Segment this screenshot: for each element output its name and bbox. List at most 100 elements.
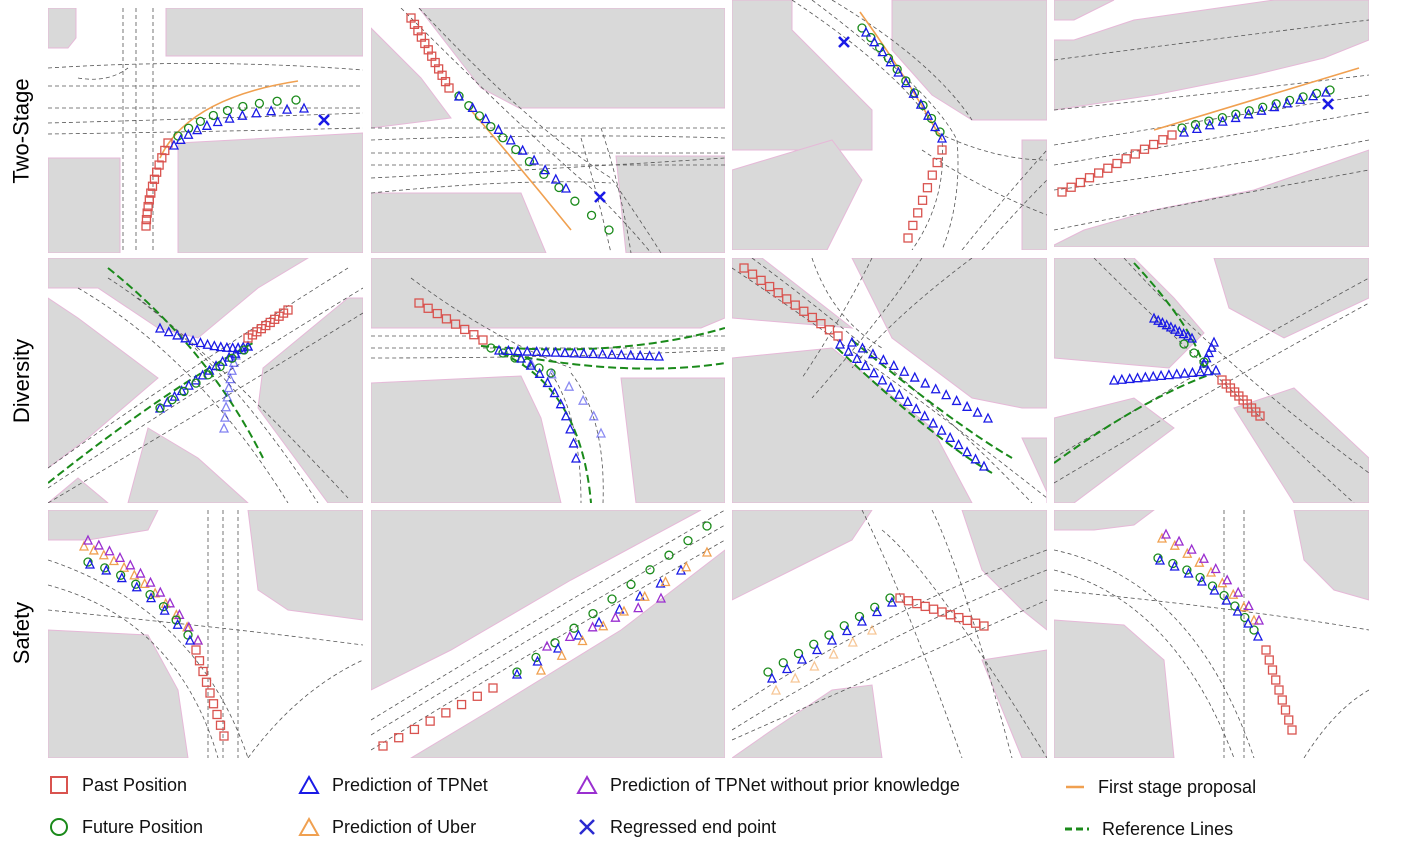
lane-centerline [48, 63, 363, 71]
legend-prediction-uber: Prediction of Uber [298, 816, 476, 838]
tpnet-prediction-marker [902, 395, 913, 407]
tpnet-prediction-marker [945, 431, 956, 442]
tpnet-prediction-marker [1209, 584, 1220, 595]
lane-centerline [732, 267, 1047, 499]
tpnet-prediction-marker [116, 572, 127, 583]
future-position-marker [191, 378, 201, 388]
first-stage-proposal [159, 80, 299, 159]
no-prior-prediction-marker [82, 534, 94, 545]
legend-regressed-end-point: Regressed end point [576, 816, 776, 838]
tpnet-prediction-marker [826, 634, 838, 645]
past-position-marker [1066, 182, 1076, 192]
lane-centerline [371, 181, 612, 194]
scene-svg [1054, 258, 1369, 503]
tpnet-prediction-marker [172, 618, 183, 629]
future-position-marker [238, 101, 248, 112]
future-position-marker [554, 182, 564, 193]
future-position-marker [664, 550, 674, 560]
future-position-marker [486, 121, 496, 132]
tpnet-prediction-marker [1163, 369, 1174, 380]
lane-centerline [1303, 689, 1369, 758]
regressed-end-point-marker [838, 36, 850, 48]
tpnet-prediction-marker [878, 354, 889, 365]
past-position-marker [414, 298, 424, 308]
tpnet-prediction-marker [1203, 347, 1215, 358]
building-block [371, 510, 702, 691]
first-stage-proposal [468, 107, 572, 231]
tpnet-prediction-marker [1148, 312, 1160, 323]
no-prior-prediction-marker [145, 576, 156, 587]
tpnet-prediction-marker [1243, 617, 1254, 628]
tpnet-prediction-marker [555, 398, 566, 409]
tpnet-prediction-marker [1108, 374, 1120, 385]
future-position-marker [1182, 565, 1192, 575]
past-position-marker [782, 294, 792, 304]
tpnet-prediction-marker [1187, 366, 1198, 377]
past-position-marker [201, 677, 212, 687]
future-position-marker [892, 64, 902, 74]
uber-prediction-marker [129, 569, 140, 580]
lane-centerline [831, 0, 973, 121]
legend-past-position: Past Position [48, 774, 187, 796]
tpnet-prediction-marker [522, 345, 533, 356]
tpnet-prediction-marker [552, 642, 564, 653]
no-prior-prediction-marker [93, 539, 104, 550]
safety-scene-2 [371, 510, 725, 758]
tpnet-prediction-marker [593, 616, 605, 627]
past-position-marker [1277, 695, 1287, 705]
no-prior-prediction-marker [125, 559, 136, 570]
tpnet-prediction-marker [614, 603, 625, 614]
tpnet-prediction-marker [146, 592, 157, 603]
lane-centerline [732, 569, 1047, 731]
past-position-marker [912, 598, 922, 609]
tpnet-prediction-marker [1157, 316, 1168, 328]
past-position-marker [937, 145, 947, 155]
past-position-marker [441, 708, 451, 718]
future-position-marker [1230, 601, 1240, 611]
tpnet-prediction-marker [888, 359, 899, 371]
building-block [1054, 619, 1175, 758]
future-position-marker [901, 76, 911, 86]
tpnet-prediction-marker [223, 382, 234, 393]
lane-centerline [1054, 302, 1369, 484]
past-position-marker [444, 83, 454, 93]
building-block [615, 155, 725, 253]
past-position-marker [917, 195, 928, 205]
scene-svg [1054, 510, 1369, 758]
tpnet-prediction-marker [298, 102, 310, 113]
tpnet-prediction-marker [517, 144, 528, 155]
tpnet-prediction-marker [953, 439, 964, 450]
lane-centerline [961, 149, 1047, 250]
tpnet-prediction-marker [222, 391, 233, 402]
no-prior-prediction-marker [655, 592, 667, 603]
uber-prediction-marker [790, 672, 801, 683]
tpnet-prediction-marker [919, 410, 930, 421]
future-position-marker [1244, 106, 1254, 116]
past-position-marker [790, 300, 800, 310]
reference-line [480, 327, 725, 351]
past-position-marker [147, 181, 158, 191]
tpnet-prediction-marker [928, 417, 939, 428]
past-position-marker [141, 221, 151, 231]
tpnet-prediction-marker [480, 113, 491, 124]
past-position-marker [1267, 665, 1278, 675]
lane-centerline [600, 127, 632, 253]
tpnet-prediction-marker [588, 348, 599, 359]
uber-prediction-marker [618, 605, 630, 616]
uber-prediction-marker [681, 561, 692, 572]
tpnet-prediction-marker [218, 422, 230, 433]
lane-centerline [48, 559, 249, 758]
future-position-marker [569, 623, 579, 633]
past-position-marker [163, 138, 173, 148]
tpnet-prediction-marker [923, 109, 934, 120]
past-position-marker [142, 208, 152, 218]
diversity-scene-4 [1054, 258, 1369, 503]
legend-first-stage-proposal: First stage proposal [1064, 776, 1256, 798]
tpnet-prediction-marker [1165, 321, 1176, 332]
tpnet-prediction-marker [1179, 367, 1190, 378]
future-position-marker [875, 43, 885, 53]
tpnet-prediction-marker [635, 349, 646, 360]
tpnet-prediction-marker [972, 406, 983, 417]
past-position-marker [469, 330, 479, 340]
future-position-marker [498, 133, 508, 143]
